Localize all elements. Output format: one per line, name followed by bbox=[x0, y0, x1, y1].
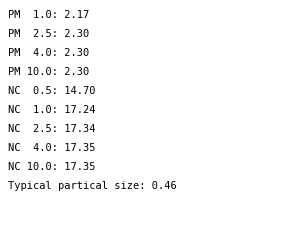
Text: PM  4.0: 2.30: PM 4.0: 2.30 bbox=[8, 48, 89, 58]
Text: NC  4.0: 17.35: NC 4.0: 17.35 bbox=[8, 143, 95, 153]
Text: PM  2.5: 2.30: PM 2.5: 2.30 bbox=[8, 29, 89, 39]
Text: PM  1.0: 2.17: PM 1.0: 2.17 bbox=[8, 10, 89, 20]
Text: NC  0.5: 14.70: NC 0.5: 14.70 bbox=[8, 86, 95, 96]
Text: PM 10.0: 2.30: PM 10.0: 2.30 bbox=[8, 67, 89, 77]
Text: NC  2.5: 17.34: NC 2.5: 17.34 bbox=[8, 124, 95, 134]
Text: Typical partical size: 0.46: Typical partical size: 0.46 bbox=[8, 181, 177, 191]
Text: NC 10.0: 17.35: NC 10.0: 17.35 bbox=[8, 162, 95, 172]
Text: NC  1.0: 17.24: NC 1.0: 17.24 bbox=[8, 105, 95, 115]
